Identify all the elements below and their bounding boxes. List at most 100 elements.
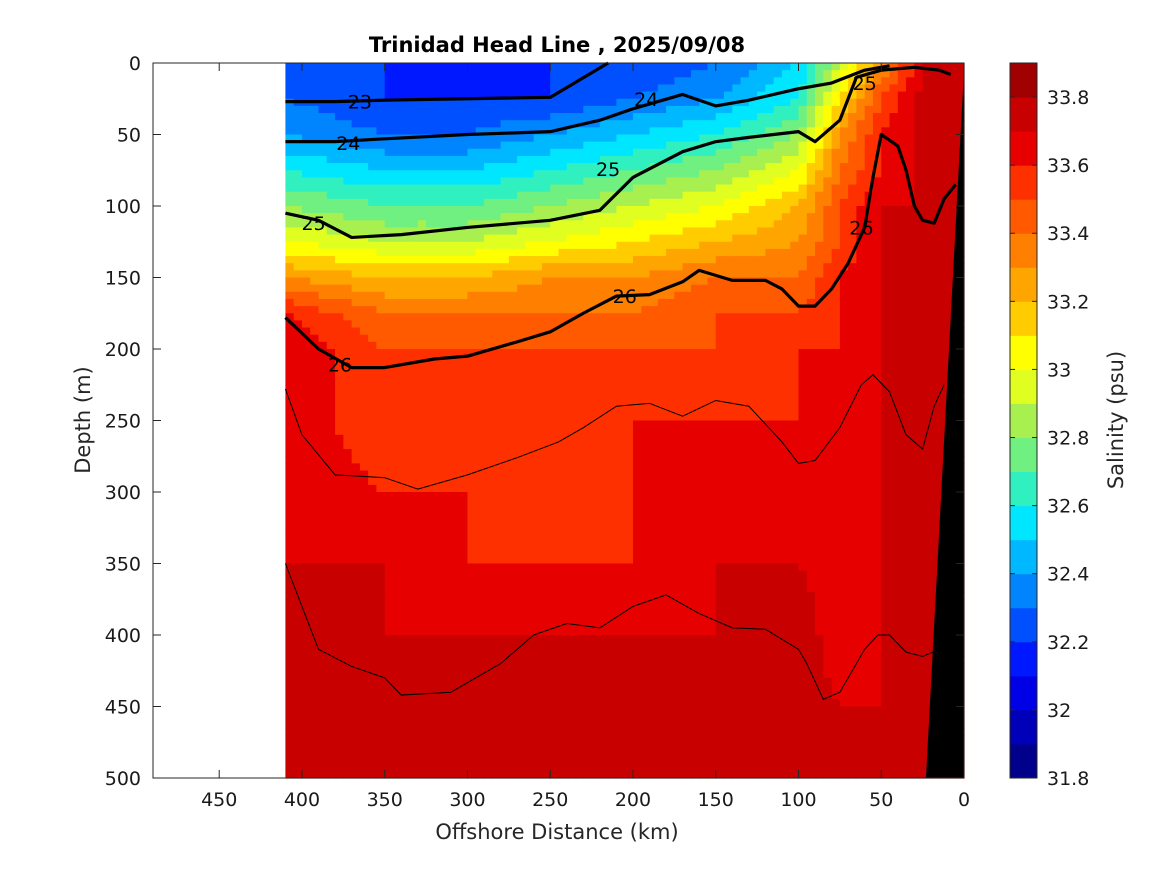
salinity-cell: [285, 148, 295, 157]
salinity-cell: [351, 248, 361, 257]
salinity-cell: [533, 456, 543, 464]
salinity-cell: [798, 148, 808, 157]
salinity-cell: [649, 420, 659, 429]
salinity-cell: [343, 377, 353, 386]
salinity-cell: [848, 263, 858, 271]
salinity-cell: [525, 441, 535, 450]
salinity-cell: [442, 177, 452, 186]
salinity-cell: [409, 241, 419, 250]
salinity-cell: [442, 427, 452, 436]
salinity-cell: [359, 313, 369, 321]
salinity-cell: [806, 234, 816, 243]
salinity-cell: [682, 391, 692, 400]
salinity-cell: [906, 77, 915, 86]
salinity-cell: [343, 320, 353, 329]
salinity-cell: [939, 270, 949, 279]
salinity-cell: [409, 127, 419, 136]
salinity-cell: [897, 349, 907, 357]
salinity-cell: [715, 313, 725, 321]
salinity-cell: [500, 463, 510, 472]
salinity-cell: [781, 349, 791, 357]
salinity-cell: [599, 384, 609, 393]
salinity-cell: [757, 291, 766, 300]
salinity-cell: [500, 320, 510, 329]
salinity-cell: [343, 77, 353, 86]
salinity-cell: [401, 406, 411, 414]
salinity-cell: [773, 334, 783, 343]
salinity-cell: [632, 270, 642, 279]
salinity-cell: [939, 84, 949, 93]
salinity-cell: [541, 141, 551, 150]
salinity-cell: [848, 177, 858, 186]
salinity-cell: [815, 327, 824, 336]
salinity-cell: [492, 363, 502, 372]
salinity-cell: [657, 492, 667, 500]
salinity-cell: [558, 441, 568, 450]
salinity-cell: [724, 198, 733, 207]
salinity-cell: [368, 91, 378, 100]
salinity-cell: [608, 434, 618, 443]
salinity-cell: [343, 177, 353, 186]
salinity-cell: [608, 148, 618, 157]
salinity-cell: [608, 313, 618, 321]
salinity-cell: [517, 399, 526, 407]
salinity-cell: [881, 291, 891, 300]
salinity-cell: [508, 341, 518, 350]
salinity-cell: [649, 148, 659, 157]
salinity-cell: [815, 341, 824, 350]
salinity-cell: [748, 449, 758, 457]
salinity-cell: [831, 113, 841, 121]
salinity-cell: [376, 256, 386, 264]
salinity-cell: [897, 105, 907, 114]
salinity-cell: [632, 363, 642, 372]
salinity-cell: [914, 70, 924, 78]
salinity-cell: [781, 449, 791, 457]
salinity-cell: [872, 334, 882, 343]
salinity-cell: [475, 84, 485, 93]
salinity-cell: [492, 377, 502, 386]
salinity-cell: [765, 248, 775, 257]
salinity-cell: [790, 248, 800, 257]
salinity-cell: [773, 413, 783, 422]
salinity-cell: [318, 320, 328, 329]
salinity-cell: [583, 177, 593, 186]
salinity-cell: [417, 84, 427, 93]
salinity-cell: [823, 306, 833, 314]
salinity-cell: [351, 349, 361, 357]
salinity-cell: [790, 256, 800, 264]
salinity-cell: [351, 77, 361, 86]
salinity-cell: [384, 77, 394, 86]
salinity-cell: [401, 434, 411, 443]
salinity-cell: [690, 84, 700, 93]
salinity-cell: [475, 163, 485, 171]
salinity-cell: [699, 84, 709, 93]
salinity-cell: [575, 184, 584, 193]
salinity-cell: [392, 349, 402, 357]
salinity-cell: [285, 449, 295, 457]
salinity-cell: [459, 127, 469, 136]
salinity-cell: [450, 191, 460, 200]
salinity-cell: [881, 184, 891, 193]
salinity-cell: [359, 406, 369, 414]
salinity-cell: [566, 206, 576, 214]
salinity-cell: [285, 270, 295, 279]
salinity-cell: [335, 377, 344, 386]
salinity-cell: [550, 406, 560, 414]
salinity-cell: [773, 91, 783, 100]
salinity-cell: [682, 163, 692, 171]
salinity-cell: [930, 77, 940, 86]
salinity-cell: [839, 406, 849, 414]
salinity-cell: [384, 220, 394, 229]
salinity-cell: [409, 470, 419, 479]
salinity-cell: [815, 449, 824, 457]
salinity-cell: [690, 434, 700, 443]
salinity-cell: [359, 341, 369, 350]
salinity-cell: [732, 384, 742, 393]
salinity-cell: [831, 141, 841, 150]
salinity-cell: [823, 206, 833, 214]
salinity-cell: [426, 406, 435, 414]
salinity-cell: [467, 120, 477, 128]
salinity-cell: [806, 113, 816, 121]
salinity-cell: [674, 184, 684, 193]
salinity-cell: [872, 370, 882, 379]
